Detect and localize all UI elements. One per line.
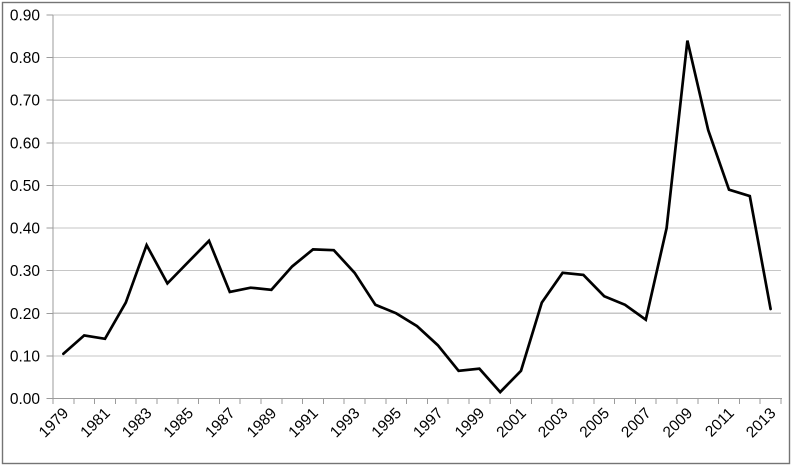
y-axis-tick-label: 0.50 [10, 178, 41, 195]
y-axis-tick-label: 0.70 [10, 93, 41, 110]
x-axis-tick-label: 1999 [452, 405, 488, 441]
x-axis-tick-label: 1993 [327, 405, 363, 441]
x-axis-tick-label: 2009 [660, 405, 696, 441]
data-series-line [62, 40, 772, 395]
y-axis-tick-label: 0.00 [10, 391, 41, 408]
x-axis-tick-label: 1989 [244, 405, 280, 441]
y-axis-tick-label: 0.80 [10, 50, 41, 67]
x-axis-tick-label: 1985 [161, 405, 197, 441]
y-axis-tick-label: 0.20 [10, 306, 41, 323]
x-axis-tick-label: 2013 [743, 405, 779, 441]
y-axis-tick-label: 0.90 [10, 8, 41, 25]
x-axis-tick-label: 2007 [618, 405, 654, 441]
x-axis-tick-label: 1991 [285, 405, 321, 441]
x-axis-tick-label: 2003 [535, 405, 571, 441]
x-axis-tick-label: 1983 [119, 405, 155, 441]
x-axis-tick-label: 1987 [202, 405, 238, 441]
x-axis-tick-label: 2005 [577, 405, 613, 441]
y-axis-tick-label: 0.30 [10, 263, 41, 280]
y-axis-tick-label: 0.40 [10, 221, 41, 238]
x-axis-tick-label: 1995 [369, 405, 405, 441]
x-axis-tick-label: 2011 [702, 405, 738, 441]
y-axis-tick-label: 0.60 [10, 135, 41, 152]
x-axis-tick-label: 1997 [410, 405, 446, 441]
x-axis-tick-label: 2001 [493, 405, 529, 441]
y-axis-tick-label: 0.10 [10, 348, 41, 365]
x-axis-tick-label: 1979 [36, 405, 72, 441]
x-axis-tick-label: 1981 [77, 405, 113, 441]
chart-border [1, 1, 791, 465]
